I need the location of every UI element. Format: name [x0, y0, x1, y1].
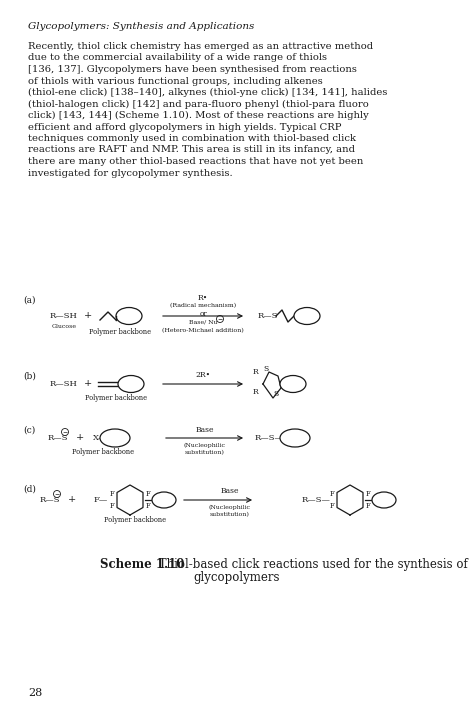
- Text: substitution): substitution): [185, 450, 225, 456]
- Text: (d): (d): [23, 485, 36, 494]
- Text: R: R: [252, 388, 258, 396]
- Text: F: F: [329, 503, 334, 510]
- Text: Base: Base: [196, 426, 214, 434]
- Text: there are many other thiol-based reactions that have not yet been: there are many other thiol-based reactio…: [28, 157, 364, 166]
- Text: S: S: [264, 365, 269, 373]
- Text: (a): (a): [23, 296, 36, 305]
- Text: F—: F—: [94, 496, 108, 504]
- Text: Glycopolymers: Synthesis and Applications: Glycopolymers: Synthesis and Application…: [28, 22, 255, 31]
- Text: (Nucleophilic: (Nucleophilic: [209, 504, 251, 510]
- Text: due to the commercial availability of a wide range of thiols: due to the commercial availability of a …: [28, 53, 327, 62]
- Ellipse shape: [116, 308, 142, 325]
- Text: efficient and afford glycopolymers in high yields. Typical CRP: efficient and afford glycopolymers in hi…: [28, 123, 341, 131]
- Text: −: −: [63, 430, 68, 435]
- Text: 28: 28: [28, 688, 42, 698]
- Text: −: −: [55, 491, 60, 496]
- Text: click) [143, 144] (Scheme 1.10). Most of these reactions are highly: click) [143, 144] (Scheme 1.10). Most of…: [28, 111, 369, 120]
- Ellipse shape: [280, 376, 306, 393]
- Text: [136, 137]. Glycopolymers have been synthesised from reactions: [136, 137]. Glycopolymers have been synt…: [28, 65, 357, 74]
- Text: 2R•: 2R•: [195, 371, 210, 379]
- Text: +: +: [76, 433, 84, 442]
- Text: S: S: [273, 390, 279, 398]
- Text: +: +: [84, 379, 92, 389]
- Text: (b): (b): [23, 372, 36, 381]
- Text: Thiol-based click reactions used for the synthesis of: Thiol-based click reactions used for the…: [155, 558, 468, 571]
- Text: Polymer backbone: Polymer backbone: [72, 448, 134, 456]
- Text: F: F: [329, 489, 334, 498]
- Text: F: F: [146, 503, 150, 510]
- Text: Polymer backbone: Polymer backbone: [104, 516, 166, 524]
- Text: F: F: [365, 489, 370, 498]
- Ellipse shape: [100, 429, 130, 447]
- Text: Glucose: Glucose: [52, 323, 77, 328]
- Text: R—S: R—S: [258, 312, 279, 320]
- Text: reactions are RAFT and NMP. This area is still in its infancy, and: reactions are RAFT and NMP. This area is…: [28, 145, 355, 155]
- Text: or: or: [199, 310, 207, 318]
- Text: Base/ Nu: Base/ Nu: [189, 320, 217, 325]
- Text: Recently, thiol click chemistry has emerged as an attractive method: Recently, thiol click chemistry has emer…: [28, 42, 373, 51]
- Text: substitution): substitution): [210, 513, 250, 518]
- Text: F: F: [146, 489, 150, 498]
- Text: (thiol-ene click) [138–140], alkynes (thiol-yne click) [134, 141], halides: (thiol-ene click) [138–140], alkynes (th…: [28, 88, 387, 97]
- Text: Base: Base: [221, 487, 239, 495]
- Text: +: +: [68, 496, 76, 505]
- Text: F: F: [365, 503, 370, 510]
- Text: (thiol-halogen click) [142] and para-fluoro phenyl (thiol-para fluoro: (thiol-halogen click) [142] and para-flu…: [28, 99, 369, 108]
- Text: R•: R•: [198, 294, 208, 302]
- Text: techniques commonly used in combination with thiol-based click: techniques commonly used in combination …: [28, 134, 356, 143]
- Text: R—S: R—S: [48, 434, 69, 442]
- Text: Polymer backbone: Polymer backbone: [89, 328, 151, 336]
- Text: R—S—: R—S—: [255, 434, 284, 442]
- Ellipse shape: [280, 429, 310, 447]
- Text: R—S—: R—S—: [301, 496, 330, 504]
- Text: glycopolymers: glycopolymers: [194, 571, 280, 584]
- Text: +: +: [84, 311, 92, 320]
- Text: (Hetero-Michael addition): (Hetero-Michael addition): [162, 328, 244, 333]
- Text: F: F: [109, 489, 114, 498]
- Ellipse shape: [152, 492, 176, 508]
- Text: X—: X—: [93, 434, 108, 442]
- Text: R—S: R—S: [40, 496, 61, 504]
- Text: R: R: [252, 368, 258, 376]
- Text: of thiols with various functional groups, including alkenes: of thiols with various functional groups…: [28, 77, 323, 86]
- Ellipse shape: [118, 376, 144, 393]
- Text: −: −: [218, 316, 223, 321]
- Text: F: F: [109, 503, 114, 510]
- Text: Polymer backbone: Polymer backbone: [85, 394, 147, 402]
- Text: Scheme 1.10: Scheme 1.10: [100, 558, 184, 571]
- Text: (Radical mechanism): (Radical mechanism): [170, 303, 236, 308]
- Text: R—SH: R—SH: [50, 312, 78, 320]
- Text: (c): (c): [23, 426, 35, 435]
- Ellipse shape: [372, 492, 396, 508]
- Text: (Nucleophilic: (Nucleophilic: [184, 442, 226, 447]
- Text: R—SH: R—SH: [50, 380, 78, 388]
- Text: investigated for glycopolymer synthesis.: investigated for glycopolymer synthesis.: [28, 169, 233, 177]
- Ellipse shape: [294, 308, 320, 325]
